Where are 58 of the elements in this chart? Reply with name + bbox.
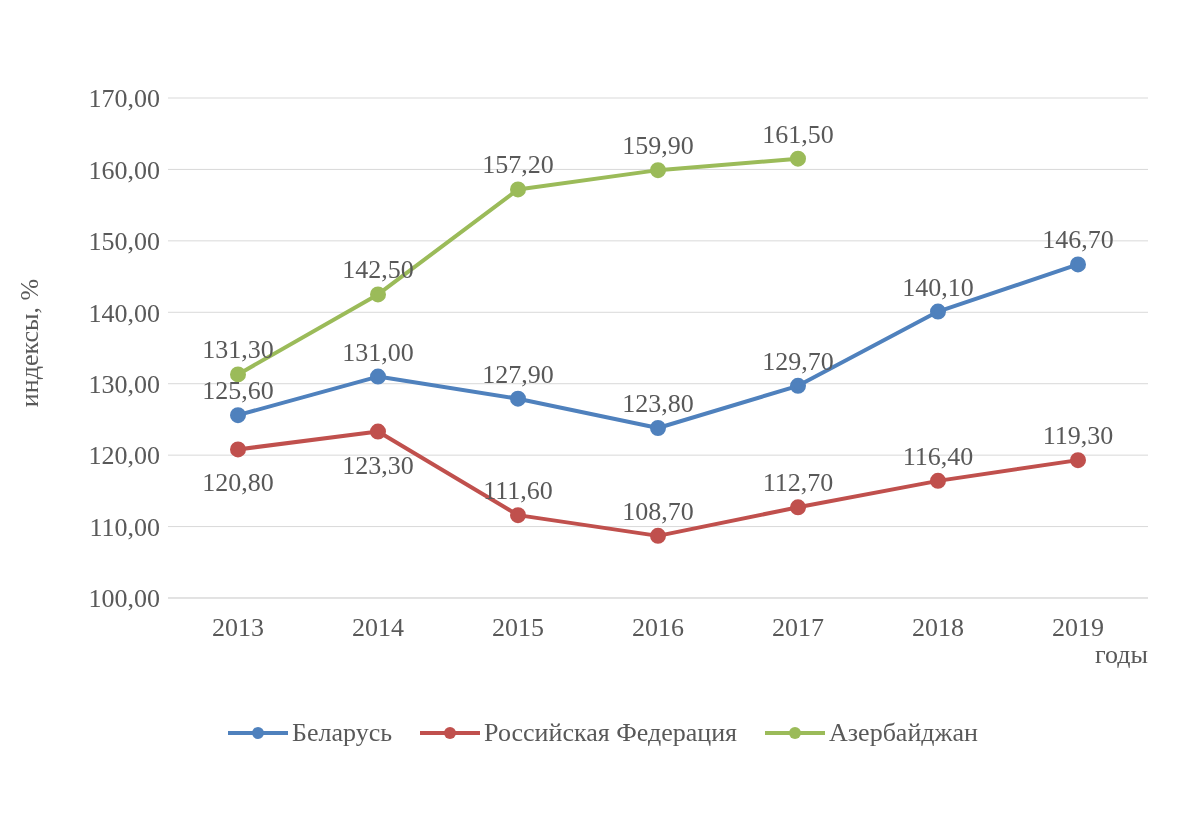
point <box>230 407 246 424</box>
x-tick-label: 2015 <box>492 613 544 643</box>
data-label: 131,30 <box>202 335 274 365</box>
legend-label: Беларусь <box>292 718 393 748</box>
point <box>510 181 526 198</box>
data-label: 116,40 <box>902 441 974 471</box>
point <box>790 150 806 167</box>
data-label: 140,10 <box>902 272 974 302</box>
y-tick-label: 160,00 <box>88 155 160 185</box>
data-label: 127,90 <box>482 359 554 389</box>
point <box>370 368 386 385</box>
legend-label: Российская Федерация <box>484 718 738 748</box>
data-label: 159,90 <box>622 131 694 161</box>
data-label: 111,60 <box>483 476 553 506</box>
point <box>1070 256 1086 273</box>
point <box>930 472 946 489</box>
legend-label: Азербайджан <box>829 718 978 748</box>
data-label: 112,70 <box>762 468 834 498</box>
y-axis-title: индексы, % <box>15 278 45 408</box>
x-tick-label: 2018 <box>912 613 964 643</box>
x-tick-label: 2013 <box>212 613 264 643</box>
data-label: 161,50 <box>762 119 834 149</box>
y-tick-label: 140,00 <box>88 298 160 328</box>
data-label: 123,30 <box>342 450 414 480</box>
point <box>230 366 246 383</box>
data-label: 119,30 <box>1042 421 1114 451</box>
point <box>510 390 526 407</box>
x-tick-label: 2014 <box>352 613 404 643</box>
point <box>510 507 526 524</box>
y-tick-label: 130,00 <box>88 369 160 399</box>
point <box>650 420 666 436</box>
x-tick-label: 2019 <box>1052 613 1104 643</box>
x-tick-label: 2016 <box>632 613 684 643</box>
point <box>370 286 386 303</box>
y-tick-label: 170,00 <box>88 84 160 114</box>
data-label: 142,50 <box>342 255 414 285</box>
x-axis-title: годы <box>1095 640 1148 670</box>
data-label: 108,70 <box>622 496 694 526</box>
point <box>790 377 806 394</box>
data-label: 146,70 <box>1042 225 1114 255</box>
data-label: 131,00 <box>342 337 414 367</box>
point <box>230 441 246 458</box>
point <box>790 499 806 516</box>
data-label: 120,80 <box>202 468 274 498</box>
data-label: 129,70 <box>762 346 834 376</box>
y-tick-label: 150,00 <box>88 227 160 257</box>
y-tick-label: 100,00 <box>88 584 160 614</box>
data-label: 125,60 <box>202 376 274 406</box>
data-label: 123,80 <box>622 389 694 418</box>
data-label: 157,20 <box>482 150 554 180</box>
point <box>370 423 386 440</box>
point <box>650 527 666 544</box>
y-tick-label: 110,00 <box>89 512 160 542</box>
point <box>1070 452 1086 469</box>
point <box>930 303 946 320</box>
x-tick-label: 2017 <box>772 613 824 643</box>
point <box>650 162 666 179</box>
y-tick-label: 120,00 <box>88 441 160 471</box>
